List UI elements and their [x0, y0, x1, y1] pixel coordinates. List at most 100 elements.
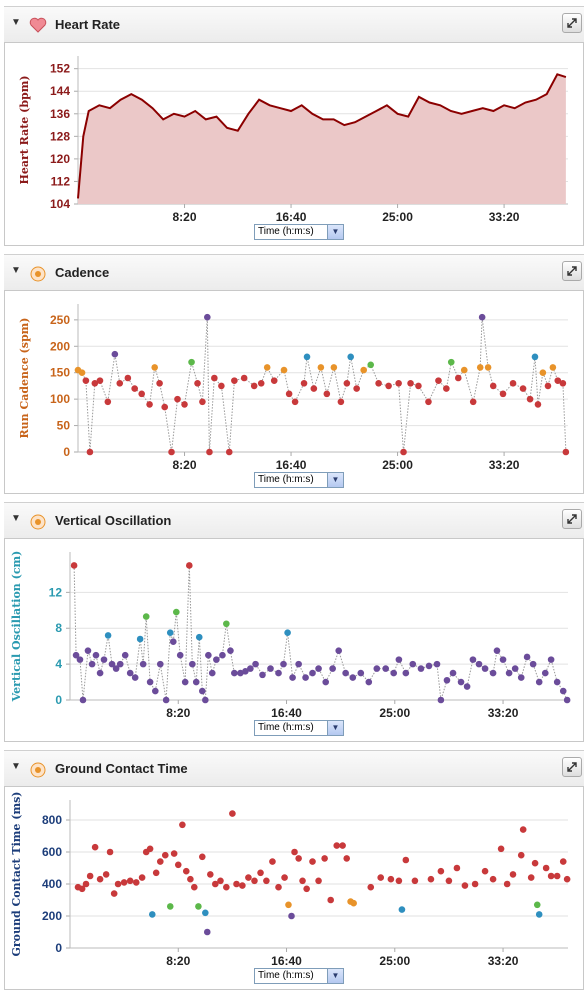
point: [329, 665, 336, 672]
point: [250, 382, 258, 390]
x-axis-selector[interactable]: Time (h:m:s) ▼: [254, 224, 344, 240]
point: [152, 687, 159, 695]
point: [188, 358, 195, 366]
expand-button[interactable]: [562, 13, 582, 33]
collapse-toggle[interactable]: ▼: [11, 265, 21, 276]
expand-icon: [567, 266, 577, 276]
y-axis-label: Ground Contact Time (ms): [10, 791, 23, 956]
y-tick-label: 112: [51, 174, 71, 188]
point: [79, 696, 87, 704]
point: [333, 842, 341, 849]
y-tick-label: 104: [50, 197, 70, 211]
point: [284, 629, 291, 637]
x-tick-label: 25:00: [382, 210, 413, 224]
collapse-toggle[interactable]: ▼: [11, 761, 21, 772]
expand-button[interactable]: [562, 757, 582, 777]
point: [78, 885, 86, 893]
point: [544, 382, 552, 390]
expand-button[interactable]: [562, 509, 582, 529]
point: [310, 385, 318, 392]
dropdown-arrow: ▼: [327, 473, 343, 487]
point: [347, 353, 354, 361]
point: [102, 871, 110, 878]
point: [203, 928, 211, 936]
point: [443, 385, 450, 392]
point: [471, 880, 479, 888]
point: [252, 660, 259, 668]
y-tick-label: 200: [50, 339, 70, 353]
panel: ▼ Cadence 0 50 100 150 200 250 Run Cadence (spm)…: [4, 254, 584, 496]
chart: 0 4 8 12 Vertical Oscillation (cm) 8:20 16:40 2…: [10, 551, 571, 720]
panel-icon: [30, 514, 46, 530]
collapse-toggle[interactable]: ▼: [11, 17, 21, 28]
x-axis-label: Time (h:m:s): [258, 226, 314, 237]
panel-title: Vertical Oscillation: [55, 513, 172, 528]
point: [531, 353, 539, 361]
point: [186, 562, 193, 569]
point: [553, 872, 561, 880]
x-tick-label: 16:40: [276, 458, 307, 472]
point: [156, 379, 163, 387]
area: [78, 74, 566, 204]
point: [517, 674, 525, 681]
point: [237, 669, 244, 677]
y-tick-label: 0: [55, 941, 62, 955]
point: [189, 660, 196, 668]
panel: ▼ Vertical Oscillation 0 4 8 12 Vertical Oscil…: [4, 502, 584, 744]
collapse-toggle[interactable]: ▼: [11, 513, 21, 524]
point: [554, 377, 562, 384]
x-axis-label: Time (h:m:s): [258, 722, 314, 733]
panel-header: ▼ Ground Contact Time: [4, 750, 584, 786]
point: [390, 669, 398, 677]
point: [547, 872, 555, 880]
point: [91, 379, 99, 387]
point: [453, 864, 461, 872]
point: [270, 377, 278, 384]
point: [92, 651, 100, 659]
point: [76, 656, 84, 663]
point: [427, 875, 435, 883]
point: [322, 678, 330, 686]
point: [553, 678, 561, 686]
point: [179, 821, 186, 829]
panel-header: ▼ Heart Rate: [4, 6, 584, 42]
point: [205, 651, 212, 659]
point: [194, 379, 201, 387]
heart-icon: [29, 17, 47, 33]
point: [330, 364, 338, 371]
point: [86, 872, 94, 880]
y-tick-label: 200: [42, 909, 62, 923]
point: [166, 903, 174, 910]
x-axis-selector[interactable]: Time (h:m:s) ▼: [254, 720, 344, 736]
point: [559, 379, 567, 387]
point: [110, 890, 118, 897]
point: [395, 656, 403, 663]
x-tick-label: 25:00: [382, 458, 413, 472]
point: [343, 855, 351, 862]
point: [124, 374, 132, 382]
point: [435, 377, 442, 384]
x-axis-selector[interactable]: Time (h:m:s) ▼: [254, 968, 344, 984]
y-tick-label: 600: [42, 845, 62, 859]
x-axis-selector[interactable]: Time (h:m:s) ▼: [254, 472, 344, 488]
runner-icon-dot: [35, 767, 41, 773]
chart: 104 112 120 128 136 144 152 Heart Rate (bpm) 8:2…: [18, 56, 568, 224]
point: [454, 374, 462, 382]
y-tick-label: 136: [50, 107, 70, 121]
point: [303, 885, 310, 893]
x-tick-label: 33:20: [488, 954, 519, 968]
y-tick-label: 12: [49, 585, 63, 599]
point: [108, 660, 116, 668]
point: [415, 382, 422, 390]
point: [195, 903, 202, 910]
x-tick-label: 25:00: [379, 954, 410, 968]
point: [263, 364, 271, 371]
point: [407, 379, 414, 387]
point: [198, 853, 206, 861]
point: [291, 398, 299, 406]
point: [245, 874, 252, 881]
point: [168, 448, 175, 456]
expand-button[interactable]: [562, 261, 582, 281]
point: [120, 879, 128, 886]
point: [223, 883, 230, 891]
